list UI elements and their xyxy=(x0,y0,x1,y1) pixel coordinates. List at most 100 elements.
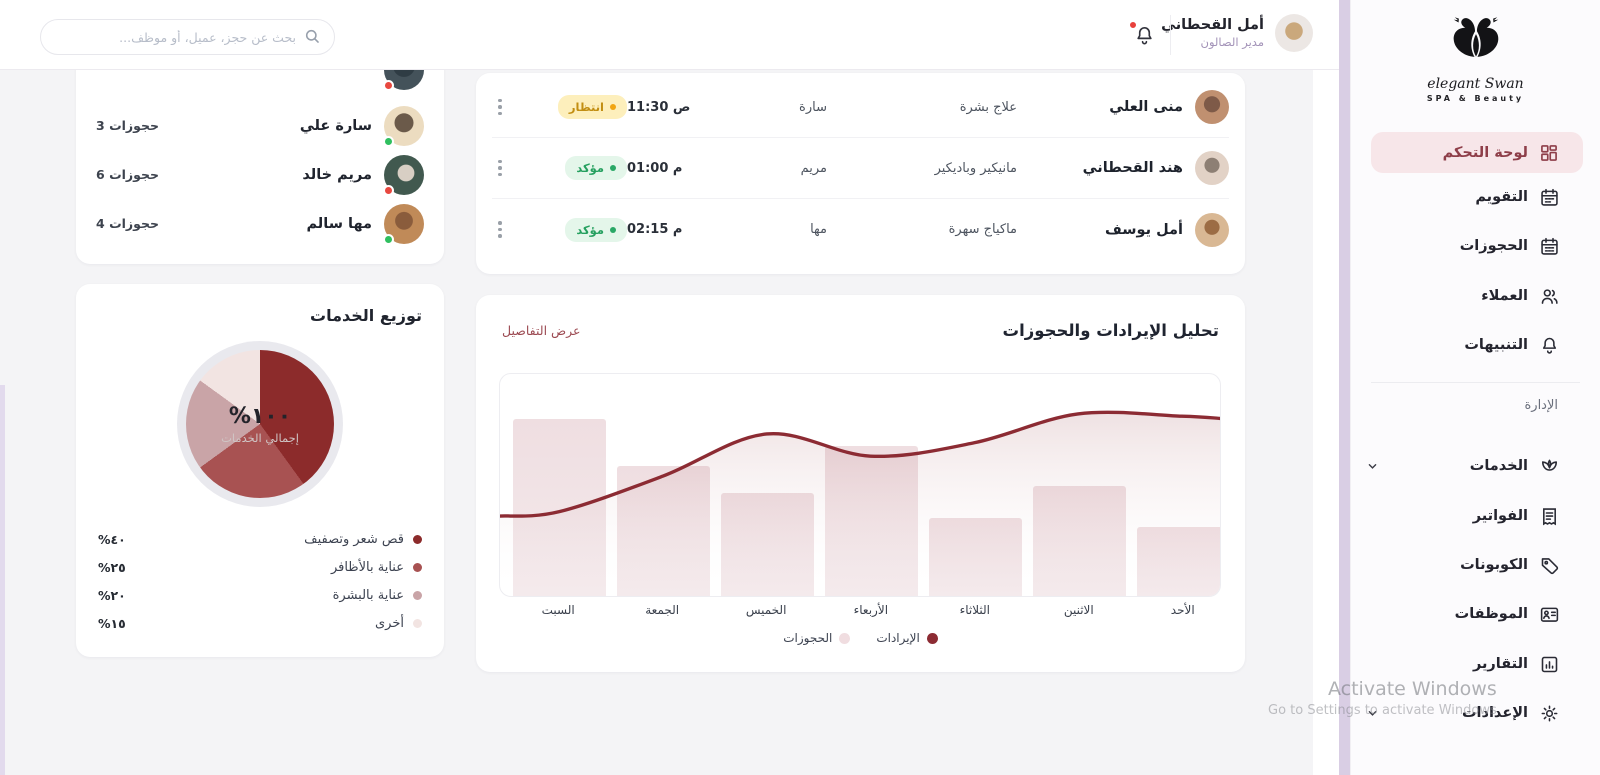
reports-icon xyxy=(1538,653,1560,675)
panel-title: توزيع الخدمات xyxy=(309,306,422,325)
combo-chart xyxy=(499,373,1221,597)
sidebar-item-coupons[interactable]: الكوبونات xyxy=(1351,545,1600,585)
user-profile[interactable]: أمل القحطاني مدير الصالون xyxy=(1161,14,1313,52)
booking-service: مانيكير وباديكير xyxy=(934,160,1017,176)
row-menu-button[interactable] xyxy=(492,215,508,244)
legend-item: عناية بالبشرة ٢٠% xyxy=(98,581,422,609)
legend-item: الحجوزات xyxy=(783,631,851,645)
pie-legend: قص شعر وتصفيف ٤٠% عناية بالأظافر ٢٥% عنا… xyxy=(98,525,422,637)
booking-time: 11:30 ص xyxy=(627,99,691,115)
sidebar-item-clients[interactable]: العملاء xyxy=(1351,276,1600,316)
sidebar-item-label: العملاء xyxy=(1481,288,1528,304)
legend-item: قص شعر وتصفيف ٤٠% xyxy=(98,525,422,553)
status-dot xyxy=(610,165,616,171)
revenue-line xyxy=(500,410,1220,596)
x-tick: الأربعاء xyxy=(853,603,889,617)
left-scrollbar-strip[interactable] xyxy=(0,385,5,775)
row-menu-button[interactable] xyxy=(492,154,508,183)
sidebar-item-dashboard[interactable]: لوحة التحكم xyxy=(1371,132,1583,173)
sidebar-item-calendar[interactable]: التقويم xyxy=(1351,177,1600,217)
booking-row[interactable]: هند القحطاني مانيكير وباديكير مريم 01:00… xyxy=(492,138,1229,199)
sidebar-item-employees[interactable]: الموظفات xyxy=(1351,594,1600,634)
staff-row[interactable]: سارة علي 3 حجوزات xyxy=(96,101,424,150)
staff-name: مريم خالد xyxy=(302,166,372,183)
dashboard-icon xyxy=(1538,142,1560,164)
main-content: سارة علي 3 حجوزات مريم خالد 6 حجوزات مها… xyxy=(0,70,1313,775)
sidebar-item-label: التنبيهات xyxy=(1464,337,1528,353)
client-avatar xyxy=(1195,90,1229,124)
sidebar-item-services[interactable]: الخدمات xyxy=(1351,446,1600,486)
legend-dot xyxy=(839,632,851,644)
staff-row-partial[interactable] xyxy=(96,70,424,101)
pie-graphic xyxy=(186,350,334,498)
row-menu-button[interactable] xyxy=(492,93,508,122)
notifications-button[interactable] xyxy=(1128,20,1156,51)
notification-badge-dot xyxy=(1128,20,1138,30)
status-badge: انتظار xyxy=(557,95,627,119)
x-axis-labels: السبت الجمعة الخميس الأربعاء الثلاثاء ال… xyxy=(499,603,1221,621)
staff-name: مها سالم xyxy=(306,215,372,232)
bell-icon xyxy=(1538,334,1560,356)
sidebar-item-invoices[interactable]: الفواتير xyxy=(1351,496,1600,536)
client-avatar xyxy=(1195,151,1229,185)
swan-logo-icon xyxy=(1437,17,1515,74)
staff-bookings-panel: سارة علي 3 حجوزات مريم خالد 6 حجوزات مها… xyxy=(76,70,444,264)
staff-avatar xyxy=(383,203,424,245)
revenue-analytics-panel: تحليل الإيرادات والحجوزات عرض التفاصيل xyxy=(476,295,1245,672)
view-details-link[interactable]: عرض التفاصيل xyxy=(502,323,581,338)
legend-dot xyxy=(413,590,422,600)
client-avatar xyxy=(1195,212,1229,247)
booking-service: ماكياج سهرة xyxy=(948,222,1017,237)
sidebar-item-reports[interactable]: التقارير xyxy=(1351,644,1600,684)
status-dot xyxy=(383,80,394,91)
staff-bookings-count: 6 حجوزات xyxy=(96,167,159,182)
search-input[interactable] xyxy=(40,19,335,55)
staff-row[interactable]: مريم خالد 6 حجوزات xyxy=(96,150,424,199)
sidebar-item-label: التقويم xyxy=(1475,189,1528,205)
booking-row[interactable]: أمل يوسف ماكياج سهرة مها 02:15 م مؤكد xyxy=(492,199,1229,260)
sidebar-item-notifications[interactable]: التنبيهات xyxy=(1351,325,1600,365)
booking-staff: مريم xyxy=(800,160,827,176)
x-tick: الثلاثاء xyxy=(959,603,991,617)
sidebar-item-label: الفواتير xyxy=(1472,508,1528,524)
client-name: أمل يوسف xyxy=(1104,221,1183,238)
user-name: أمل القحطاني xyxy=(1161,17,1264,33)
header-divider xyxy=(1170,15,1171,55)
x-tick: الخميس xyxy=(745,603,787,617)
legend-dot xyxy=(413,562,422,572)
search-icon xyxy=(303,27,322,46)
status-dot xyxy=(383,233,394,245)
bookings-table-panel: منى العلي علاج بشرة سارة 11:30 ص انتظار … xyxy=(476,73,1245,274)
sidebar-item-bookings[interactable]: الحجوزات xyxy=(1351,226,1600,266)
staff-row[interactable]: مها سالم 4 حجوزات xyxy=(96,199,424,248)
sidebar-item-label: لوحة التحكم xyxy=(1442,144,1528,161)
staff-bookings-count: 4 حجوزات xyxy=(96,216,159,231)
client-name: هند القحطاني xyxy=(1082,160,1183,176)
sidebar-item-label: التقارير xyxy=(1472,656,1528,672)
booking-time: 01:00 م xyxy=(627,160,683,176)
legend-dot xyxy=(926,632,938,644)
sidebar-item-label: الخدمات xyxy=(1469,458,1528,474)
user-role: مدير الصالون xyxy=(1200,35,1264,49)
bell-icon xyxy=(1133,27,1156,51)
booking-time: 02:15 م xyxy=(627,222,683,237)
sidebar-section-label: الإدارة xyxy=(1524,398,1558,413)
x-tick: الاثنين xyxy=(1063,603,1094,617)
vertical-scrollbar[interactable] xyxy=(1339,0,1350,775)
booking-staff: مها xyxy=(810,222,827,237)
status-dot xyxy=(610,226,616,233)
status-badge: مؤكد xyxy=(565,156,627,180)
sidebar-item-label: الحجوزات xyxy=(1459,238,1528,254)
x-tick: السبت xyxy=(541,603,575,617)
services-pie-chart: ١٠٠% إجمالي الخدمات xyxy=(177,341,343,507)
booking-row[interactable]: منى العلي علاج بشرة سارة 11:30 ص انتظار xyxy=(492,77,1229,138)
staff-avatar xyxy=(383,70,424,91)
status-badge: مؤكد xyxy=(565,217,627,242)
chevron-down-icon xyxy=(1365,706,1380,721)
coupon-icon xyxy=(1538,554,1560,576)
chevron-down-icon xyxy=(1365,459,1380,474)
sidebar-item-label: الإعدادات xyxy=(1461,705,1528,721)
brand-tagline: SPA & Beauty xyxy=(1426,94,1525,103)
sidebar-item-settings[interactable]: الإعدادات xyxy=(1351,693,1600,733)
